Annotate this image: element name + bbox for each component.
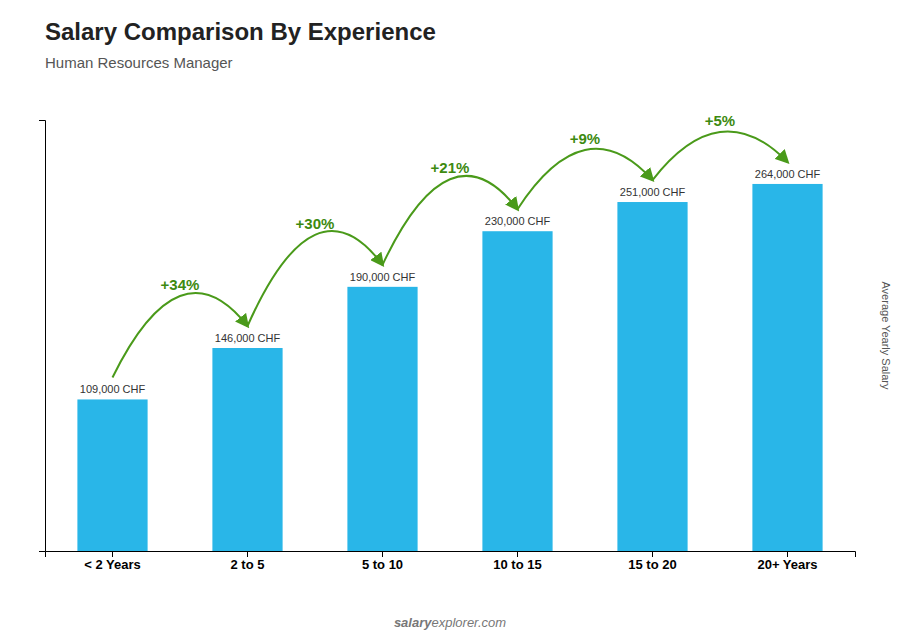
change-arrow (653, 131, 788, 180)
data-label: 109,000 CHF (80, 383, 146, 395)
x-tick-label: 10 to 15 (493, 557, 541, 572)
data-labels: 109,000 CHF 146,000 CHF 190,000 CHF 230,000… (80, 168, 821, 396)
x-tick-label: 20+ Years (757, 557, 817, 572)
x-tick-label: 5 to 10 (362, 557, 403, 572)
watermark: salaryexplorer.com (394, 615, 506, 630)
watermark-part: explorer.com (431, 615, 506, 630)
y-axis-title: Average Yearly Salary (880, 281, 892, 390)
watermark-part: salary (394, 615, 432, 630)
chart: Salary Comparison By Experience Human Res… (0, 0, 900, 641)
x-tick-label: < 2 Years (84, 557, 141, 572)
x-tick-label: 2 to 5 (231, 557, 265, 572)
change-arrow (383, 176, 518, 265)
x-tick: 5 to 10 (362, 551, 403, 572)
x-tick: 20+ Years (757, 551, 817, 572)
x-tick-mark (787, 551, 788, 557)
data-label: 146,000 CHF (215, 332, 281, 344)
x-tick-mark (112, 551, 113, 557)
bars (77, 184, 822, 551)
subtitle: Human Resources Manager (45, 54, 233, 71)
x-tick: < 2 Years (84, 551, 141, 572)
bar (347, 287, 417, 551)
bar (617, 202, 687, 551)
bar (482, 231, 552, 551)
change-arrow (518, 149, 653, 209)
annotation: +9% (570, 130, 600, 147)
bar (212, 348, 282, 551)
bar (752, 184, 822, 551)
change-arrow (248, 231, 383, 326)
x-tick-mark (652, 551, 653, 557)
annotation: +21% (431, 159, 470, 176)
y-axis (39, 121, 46, 552)
annotation: +34% (161, 276, 200, 293)
plot: < 2 Years 2 to 5 5 to 10 10 to 15 15 to 20 20… (39, 112, 856, 572)
data-label: 264,000 CHF (755, 168, 821, 180)
data-label: 230,000 CHF (485, 215, 551, 227)
change-arrow (113, 293, 248, 377)
annotations: +34% +30% +21% +9% +5% (113, 112, 788, 378)
x-tick-mark (247, 551, 248, 557)
x-tick-mark (517, 551, 518, 557)
x-tick: 15 to 20 (628, 551, 676, 572)
x-tick-label: 15 to 20 (628, 557, 676, 572)
annotation: +5% (705, 112, 735, 129)
x-axis: < 2 Years 2 to 5 5 to 10 10 to 15 15 to 20 20… (46, 551, 856, 572)
annotation: +30% (296, 215, 335, 232)
title: Salary Comparison By Experience (45, 18, 436, 45)
x-tick-mark (382, 551, 383, 557)
bar (77, 399, 147, 551)
data-label: 190,000 CHF (350, 271, 416, 283)
data-label: 251,000 CHF (620, 186, 686, 198)
x-tick: 10 to 15 (493, 551, 541, 572)
x-tick: 2 to 5 (231, 551, 265, 572)
x-axis-line (46, 552, 856, 558)
y-axis-line (39, 121, 46, 552)
